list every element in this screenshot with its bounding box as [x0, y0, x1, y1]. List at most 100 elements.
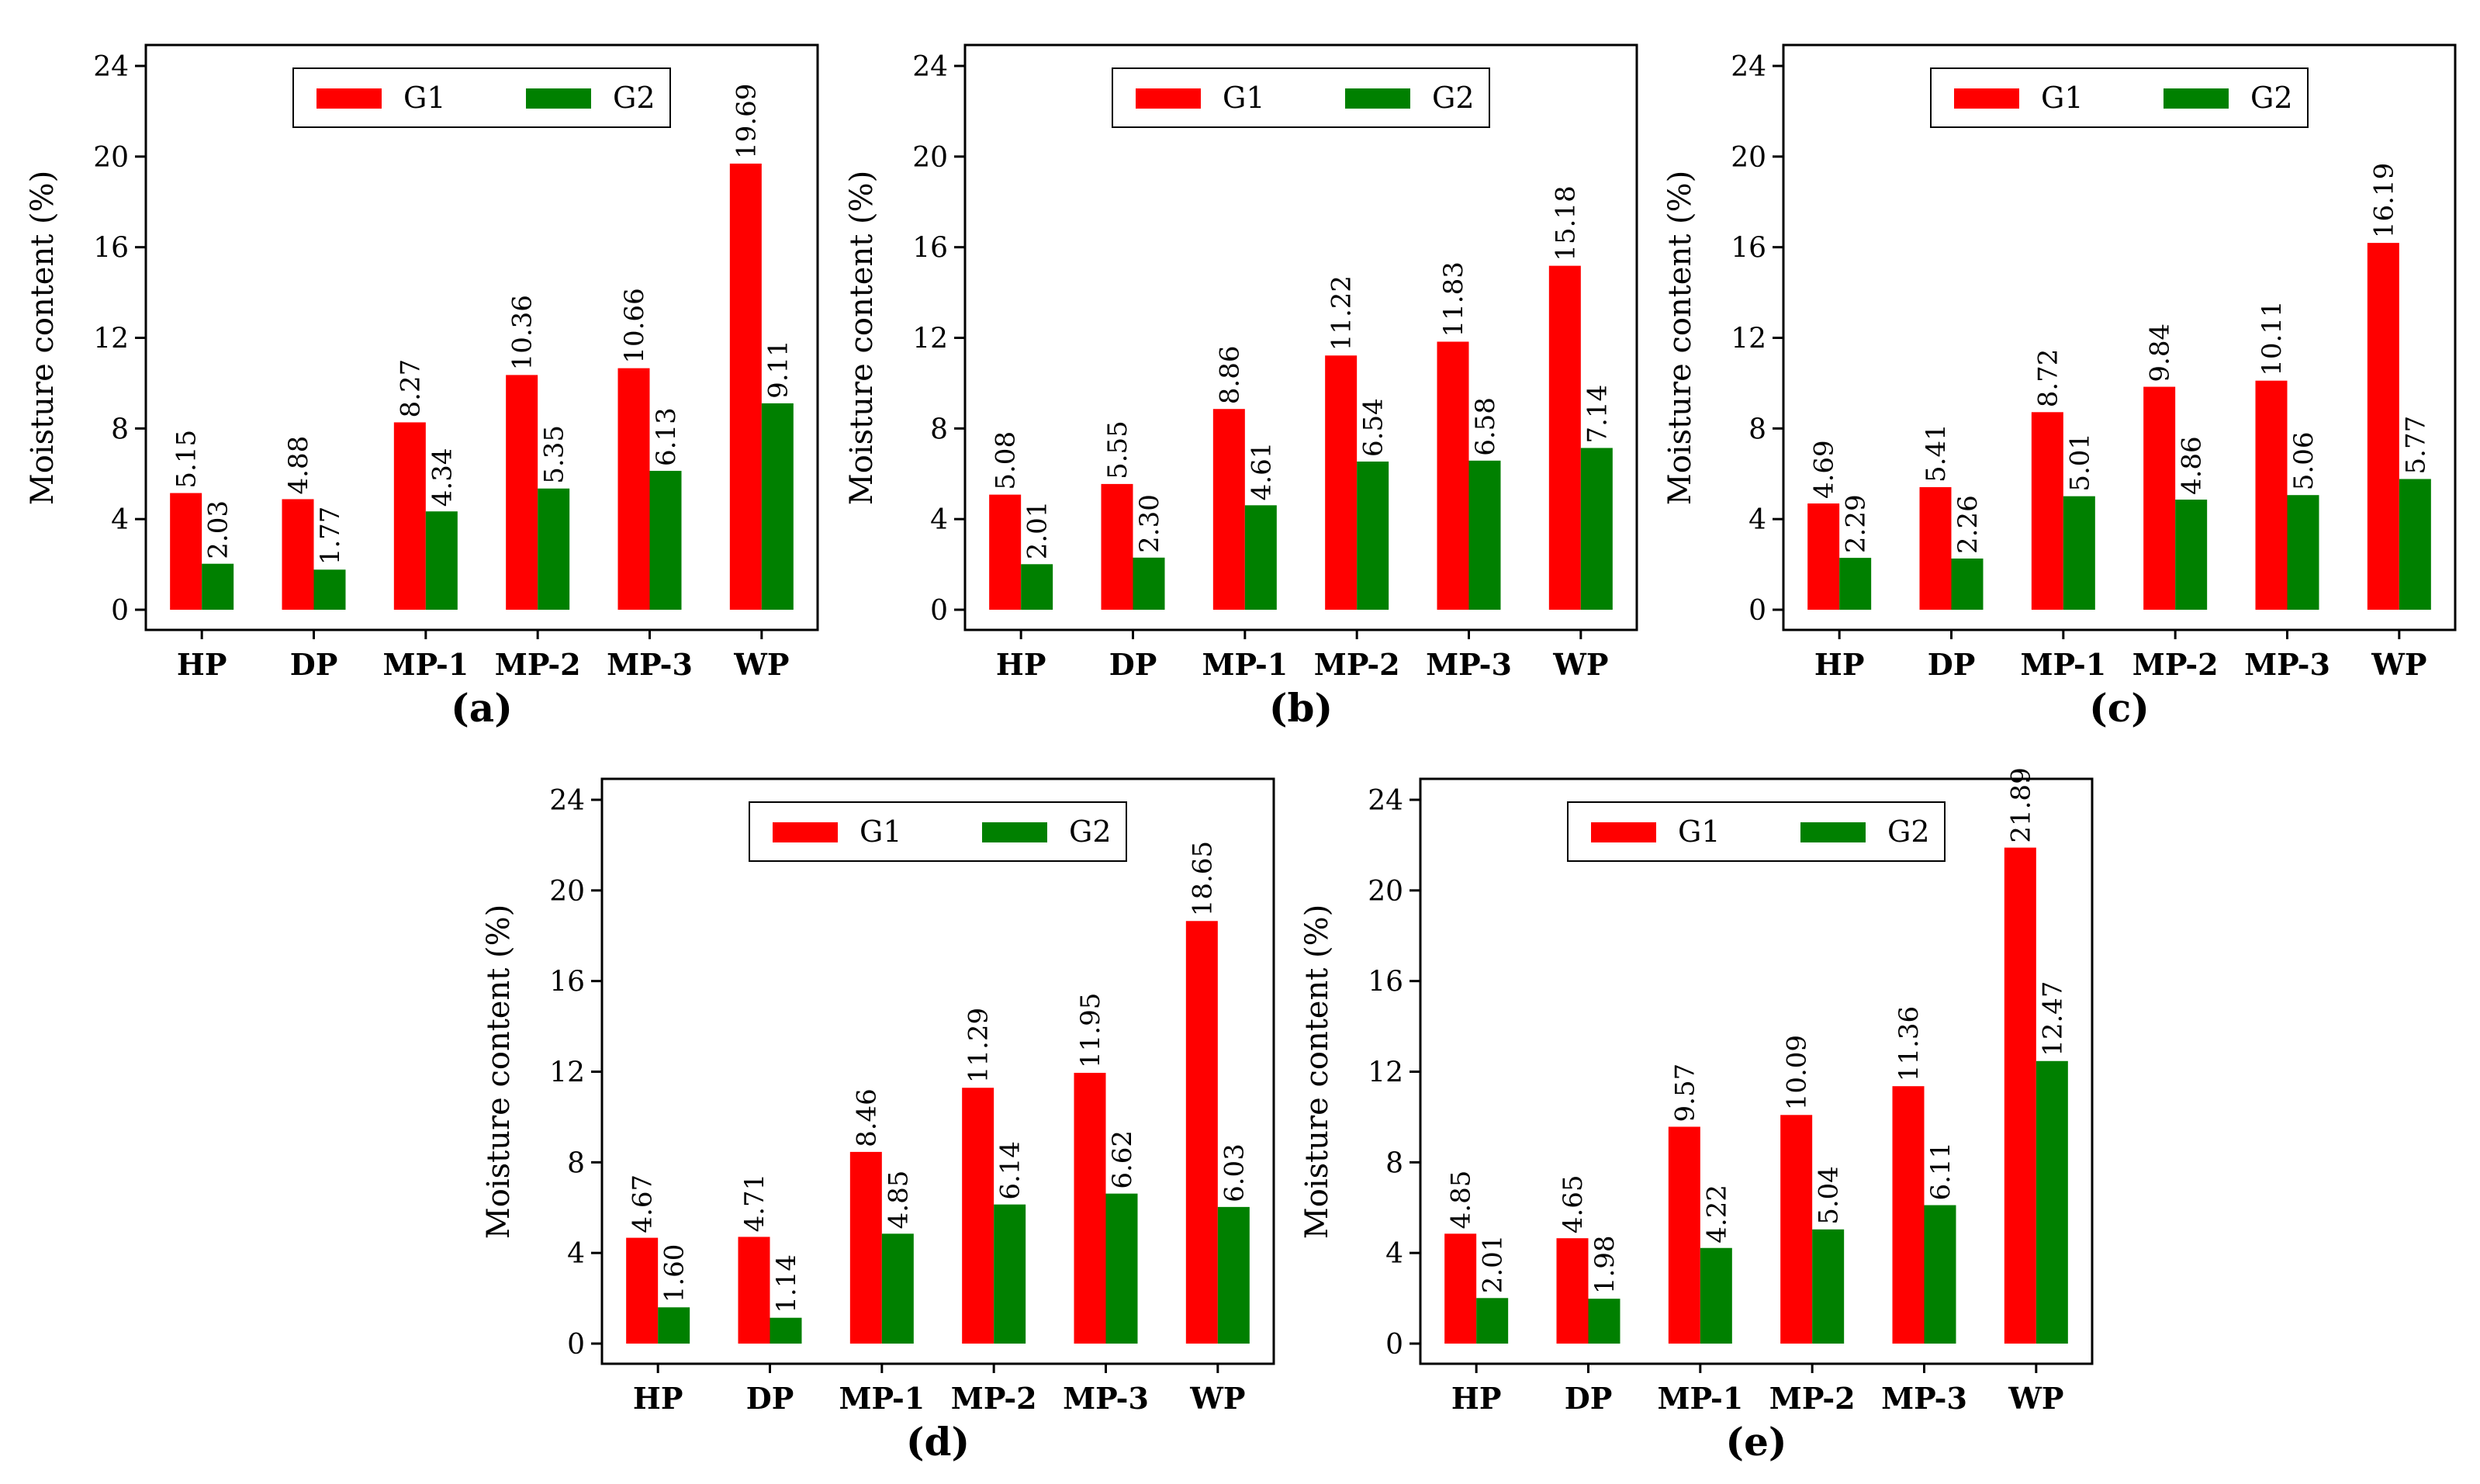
bar-g2	[770, 1317, 802, 1344]
y-tick-label: 24	[912, 51, 948, 83]
bar-g2	[313, 569, 346, 610]
x-tick-label: MP-3	[2244, 647, 2330, 682]
chart-panel-5: 0 4 8 12 16 20 24 Moisture content (%) 4.852.01 H…	[1299, 767, 2094, 1465]
data-label-g2: 2.26	[1953, 495, 1984, 554]
data-label-g1: 11.29	[963, 1008, 994, 1083]
data-label-g1: 10.11	[2257, 300, 2288, 375]
chart-panel-3: 0 4 8 12 16 20 24 Moisture content (%) 4.692.29 H…	[1662, 43, 2457, 731]
panel-label: (d)	[906, 1419, 970, 1465]
y-tick-label: 20	[1731, 142, 1766, 174]
bar-g1	[1101, 483, 1133, 610]
bar-g2	[1105, 1193, 1138, 1344]
legend-label-g1: G1	[1678, 815, 1721, 849]
data-label-g2: 2.29	[1841, 494, 1872, 553]
x-tick-label: WP	[1552, 647, 1608, 682]
data-label-g2: 5.35	[539, 425, 570, 484]
x-tick-label: MP-3	[1426, 647, 1512, 682]
x-tick-label: MP-1	[382, 647, 469, 682]
y-tick-label: 0	[567, 1329, 585, 1361]
bar-g2	[1812, 1229, 1845, 1344]
bar-g1	[962, 1088, 994, 1344]
bar-g1	[393, 422, 426, 610]
data-label-g2: 6.58	[1470, 397, 1501, 456]
bar-g1	[1919, 486, 1952, 610]
data-label-g2: 1.77	[315, 507, 346, 566]
x-tick-label: MP-1	[1657, 1381, 1743, 1416]
data-label-g1: 10.09	[1782, 1035, 1813, 1110]
bar-g2	[1133, 557, 1165, 610]
data-label-g2: 2.30	[1134, 494, 1165, 553]
y-tick-label: 8	[1748, 413, 1766, 445]
data-label-g2: 4.85	[883, 1171, 914, 1230]
legend-swatch-g2	[982, 822, 1047, 842]
bar-g1	[1437, 341, 1469, 610]
data-label-g1: 4.67	[628, 1174, 659, 1233]
legend-label-g1: G1	[403, 81, 446, 115]
bar-g2	[2063, 496, 2095, 610]
data-label-g2: 9.11	[763, 340, 794, 399]
bar-g2	[2399, 479, 2431, 610]
legend-label-g2: G2	[1432, 81, 1475, 115]
legend-label-g2: G2	[2250, 81, 2293, 115]
bar-g2	[1217, 1206, 1250, 1344]
plot-frame	[1419, 777, 2094, 1365]
legend: G1 G2	[1112, 67, 1490, 128]
x-tick-label: DP	[1565, 1381, 1613, 1416]
data-label-g1: 8.72	[2032, 349, 2063, 408]
bar-g2	[1580, 448, 1613, 610]
y-tick-label: 12	[1731, 323, 1766, 355]
bar-g1	[1807, 503, 1840, 610]
data-label-g1: 8.86	[1214, 346, 1245, 405]
bar-g1	[2004, 847, 2036, 1344]
y-tick-label: 4	[111, 504, 129, 536]
legend-label-g1: G1	[860, 815, 902, 849]
bar-g2	[1839, 558, 1872, 610]
data-label-g2: 6.03	[1219, 1143, 1250, 1202]
data-label-g1: 9.57	[1669, 1064, 1700, 1123]
y-tick-label: 24	[1731, 51, 1766, 83]
y-tick-label: 20	[549, 876, 585, 908]
legend: G1 G2	[292, 67, 671, 128]
bar-g1	[2031, 412, 2063, 610]
bar-g1	[626, 1237, 659, 1344]
data-label-g1: 8.27	[395, 359, 426, 418]
data-label-g1: 18.65	[1187, 841, 1218, 916]
x-tick-label: MP-2	[951, 1381, 1037, 1416]
x-tick-label: MP-3	[607, 647, 693, 682]
legend-swatch-g1	[773, 822, 838, 842]
y-tick-label: 12	[93, 323, 129, 355]
y-tick-label: 24	[549, 785, 585, 817]
y-tick-label: 20	[1368, 876, 1403, 908]
y-tick-label: 16	[93, 233, 129, 265]
data-label-g1: 4.85	[1446, 1171, 1477, 1230]
y-tick-label: 4	[930, 504, 948, 536]
data-label-g2: 5.01	[2064, 433, 2095, 492]
bar-g1	[170, 493, 202, 610]
data-label-g1: 4.69	[1809, 440, 1840, 499]
bar-g1	[1325, 355, 1358, 610]
data-label-g1: 10.36	[507, 295, 538, 370]
y-tick-label: 4	[1385, 1238, 1403, 1270]
bar-g2	[2175, 500, 2208, 610]
data-label-g1: 11.83	[1438, 261, 1469, 337]
data-label-g1: 10.66	[619, 288, 650, 363]
bar-g2	[1924, 1205, 1956, 1344]
bar-g1	[2367, 243, 2399, 610]
bar-g1	[849, 1151, 882, 1344]
data-label-g2: 6.14	[995, 1141, 1026, 1200]
y-tick-label: 20	[93, 142, 129, 174]
data-label-g1: 11.22	[1326, 275, 1358, 351]
chart-panel-2: 0 4 8 12 16 20 24 Moisture content (%) 5.082.01 H…	[844, 43, 1638, 731]
bar-g2	[1476, 1298, 1509, 1344]
y-axis-label: Moisture content (%)	[25, 171, 61, 505]
data-label-g1: 5.08	[991, 431, 1022, 490]
bar-g2	[881, 1233, 914, 1344]
data-label-g2: 2.01	[1022, 501, 1053, 560]
data-label-g2: 1.14	[771, 1254, 802, 1313]
data-label-g1: 5.55	[1102, 420, 1133, 479]
x-tick-label: MP-1	[1202, 647, 1288, 682]
x-tick-label: MP-3	[1881, 1381, 1967, 1416]
data-label-g1: 11.36	[1894, 1006, 1925, 1081]
y-tick-label: 12	[549, 1057, 585, 1089]
